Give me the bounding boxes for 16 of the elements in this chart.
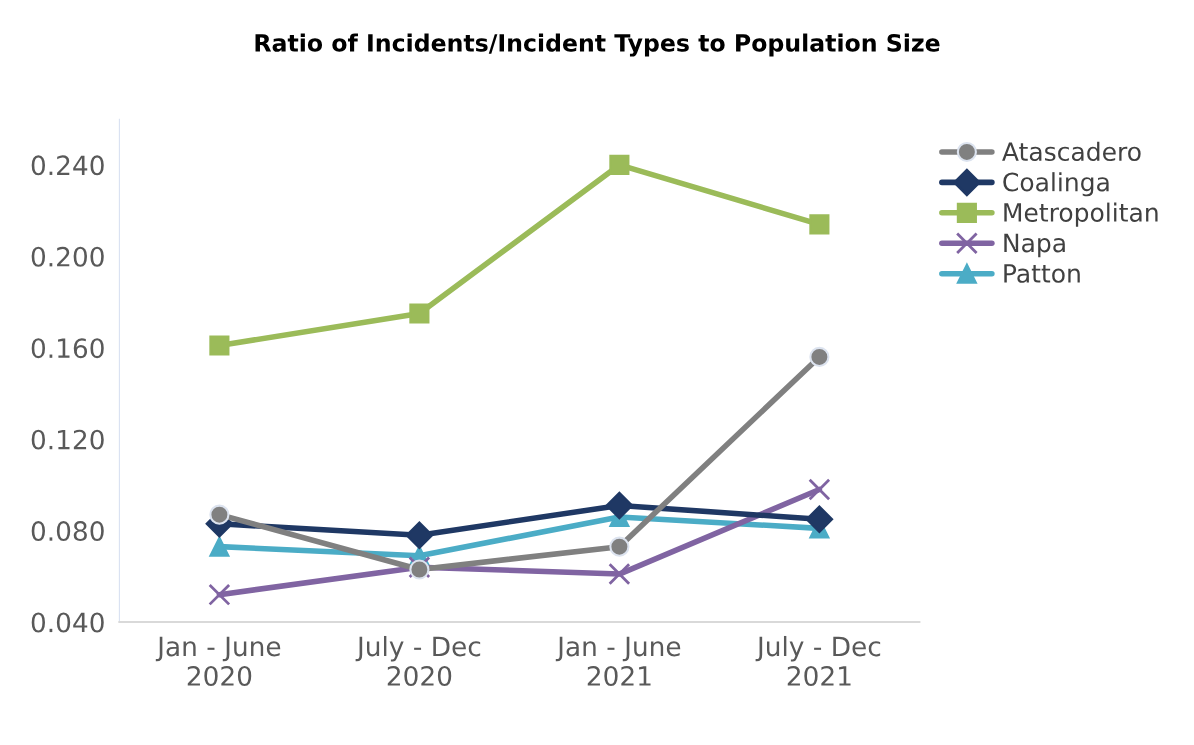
legend-label: Napa xyxy=(1004,233,1065,258)
legend-label: Metropolitan xyxy=(1004,202,1158,227)
x-tick-label: July - Dec 2020 xyxy=(355,635,481,686)
y-tick-label: 0.080 xyxy=(31,521,104,542)
y-tick-label: 0.040 xyxy=(31,612,104,633)
x-tick-label: Jan - June 2020 xyxy=(155,636,281,686)
legend-label: Patton xyxy=(1004,264,1080,283)
y-tick-label: 0.120 xyxy=(31,429,104,450)
y-tick-label: 0.240 xyxy=(31,155,104,176)
y-tick-label: 0.160 xyxy=(31,338,104,359)
x-tick-label: Jan - June 2021 xyxy=(555,636,681,686)
chart-title: Ratio of Incidents/Incident Types to Population Size xyxy=(255,33,940,57)
legend-label: Coalinga xyxy=(1003,172,1109,197)
x-tick-label: July - Dec 2021 xyxy=(755,635,881,686)
y-tick-label: 0.200 xyxy=(31,246,104,267)
legend-label: Atascadero xyxy=(1002,141,1141,162)
